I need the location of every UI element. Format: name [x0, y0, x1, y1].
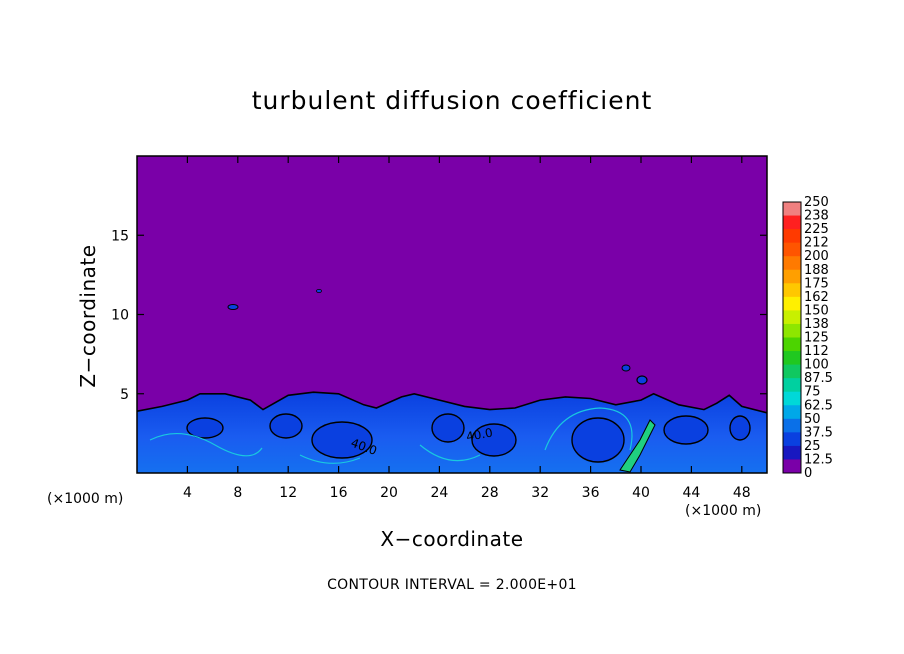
chart-title: turbulent diffusion coefficient [251, 86, 653, 115]
contour-label: 40.0 [465, 426, 494, 444]
eddy-contour [729, 415, 751, 441]
colorbar-swatch [783, 351, 801, 366]
x-tick-label: 20 [380, 485, 398, 501]
colorbar-label: 225 [804, 222, 829, 237]
x-tick-label: 24 [430, 485, 448, 501]
x-unit-label-right: (×1000 m) [685, 503, 762, 519]
colorbar: 2502382252122001881751621501381251121008… [782, 195, 833, 481]
isolated-cell [621, 364, 631, 372]
colorbar-frame [782, 201, 802, 474]
colorbar-label: 0 [804, 466, 812, 481]
eddy-swirl [299, 454, 361, 464]
y-tick-label: 10 [111, 308, 129, 324]
turbulent-layer-contour [137, 391, 767, 414]
y-axis: 5 10 15 [111, 228, 767, 403]
high-diffusion-streak [619, 419, 656, 473]
colorbar-swatch [783, 283, 801, 298]
colorbar-swatch [783, 405, 801, 420]
eddy-swirl [544, 407, 633, 451]
x-tick-label: 28 [481, 485, 499, 501]
colorbar-swatch [783, 256, 801, 271]
colorbar-label: 87.5 [804, 371, 833, 386]
colorbar-swatch [783, 323, 801, 338]
x-tick-label: 4 [183, 485, 192, 501]
colorbar-label: 188 [804, 263, 829, 278]
colorbar-swatch [783, 229, 801, 244]
colorbar-swatch [783, 337, 801, 352]
colorbar-label: 50 [804, 412, 821, 427]
colorbar-swatch [783, 364, 801, 379]
x-tick-label: 36 [582, 485, 600, 501]
eddy-contour [471, 423, 517, 457]
colorbar-label: 138 [804, 317, 829, 332]
isolated-cell [636, 375, 648, 385]
colorbar-swatch [783, 310, 801, 325]
colorbar-label: 75 [804, 385, 821, 400]
colorbar-label: 150 [804, 303, 829, 318]
colorbar-swatch [783, 445, 801, 460]
colorbar-swatch [783, 215, 801, 230]
colorbar-swatch [783, 432, 801, 447]
colorbar-label: 212 [804, 236, 829, 251]
eddy-contour [663, 415, 709, 445]
colorbar-swatch [783, 459, 801, 473]
contour-interval-note: CONTOUR INTERVAL = 2.000E+01 [327, 577, 577, 593]
colorbar-label: 175 [804, 276, 829, 291]
x-tick-label: 8 [233, 485, 242, 501]
x-tick-label: 16 [330, 485, 348, 501]
isolated-cell [316, 288, 322, 293]
eddy-contour [311, 421, 373, 459]
colorbar-swatch [783, 418, 801, 433]
colorbar-label: 62.5 [804, 398, 833, 413]
x-tick-label: 44 [682, 485, 700, 501]
x-tick-label: 32 [531, 485, 549, 501]
eddy-swirl [419, 444, 481, 462]
colorbar-label: 25 [804, 439, 821, 454]
colorbar-label: 162 [804, 290, 829, 305]
eddy-contour [186, 417, 224, 439]
colorbar-label: 12.5 [804, 452, 833, 467]
colorbar-swatch [783, 391, 801, 406]
colorbar-swatch [783, 242, 801, 257]
colorbar-swatch [783, 202, 801, 217]
x-unit-label-left: (×1000 m) [47, 491, 124, 507]
y-tick-label: 15 [111, 228, 129, 244]
colorbar-label: 250 [804, 195, 829, 210]
y-tick-label: 5 [120, 387, 129, 403]
colorbar-swatch [783, 378, 801, 393]
isolated-cell [227, 304, 239, 310]
colorbar-swatch [783, 269, 801, 284]
eddy-contour [431, 413, 465, 443]
colorbar-label: 112 [804, 344, 829, 359]
x-axis-label: X−coordinate [380, 527, 524, 551]
eddy-contour [269, 413, 303, 439]
colorbar-swatch [783, 296, 801, 311]
eddy-contour [571, 417, 625, 463]
x-axis: 4 8 12 16 20 24 28 32 36 40 44 48 [183, 156, 751, 501]
colorbar-label: 125 [804, 331, 829, 346]
x-tick-label: 12 [279, 485, 297, 501]
colorbar-label: 200 [804, 249, 829, 264]
x-tick-label: 40 [632, 485, 650, 501]
colorbar-label: 238 [804, 209, 829, 224]
colorbar-label: 37.5 [804, 425, 833, 440]
colorbar-label: 100 [804, 358, 829, 373]
eddy-swirl [149, 432, 263, 457]
y-axis-label: Z−coordinate [76, 244, 100, 388]
x-tick-label: 48 [733, 485, 751, 501]
